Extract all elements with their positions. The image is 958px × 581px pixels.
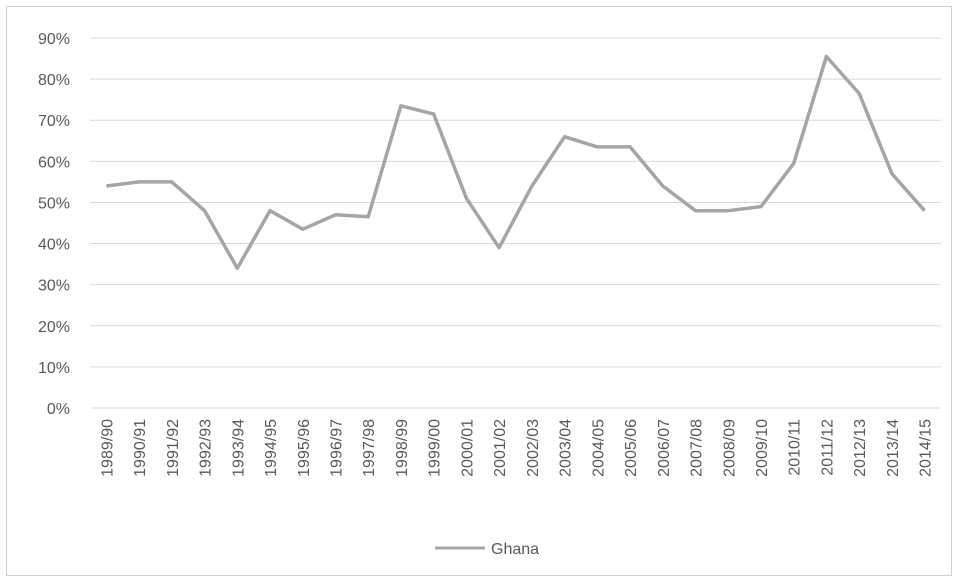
x-tick-label: 2001/02 xyxy=(492,419,509,477)
x-tick-label: 2013/14 xyxy=(885,419,902,477)
x-tick-label: 1997/98 xyxy=(361,419,378,477)
x-axis-tick-labels: 1989/90 1990/91 1991/92 1992/93 1993/94 1994/… xyxy=(99,419,934,477)
y-tick-label: 30% xyxy=(38,278,70,295)
x-tick-label: 2003/04 xyxy=(558,419,575,477)
x-tick-label: 2014/15 xyxy=(918,419,935,477)
x-tick-label: 1990/91 xyxy=(132,419,149,477)
x-tick-label: 2007/08 xyxy=(689,419,706,477)
x-tick-label: 1995/96 xyxy=(296,419,313,477)
x-tick-label: 1992/93 xyxy=(198,419,215,477)
x-tick-label: 1998/99 xyxy=(394,419,411,477)
x-tick-label: 1999/00 xyxy=(427,419,444,477)
chart-frame: 0% 10% 20% 30% 40% 50% 60% 70% 80% 90% 1989/90 199… xyxy=(6,6,952,576)
x-tick-label: 2011/12 xyxy=(819,419,836,476)
series-line-ghana xyxy=(106,54,926,270)
y-tick-label: 90% xyxy=(38,31,70,48)
y-tick-label: 50% xyxy=(38,195,70,212)
line-chart: 0% 10% 20% 30% 40% 50% 60% 70% 80% 90% 1989/90 199… xyxy=(38,31,941,558)
legend-label-ghana: Ghana xyxy=(491,541,539,558)
x-tick-label: 2004/05 xyxy=(590,419,607,477)
y-axis-tick-labels: 0% 10% 20% 30% 40% 50% 60% 70% 80% 90% xyxy=(38,31,70,418)
legend: Ghana xyxy=(435,541,539,558)
x-tick-label: 1996/97 xyxy=(328,419,345,477)
x-tick-label: 1994/95 xyxy=(263,419,280,477)
x-tick-label: 2006/07 xyxy=(656,419,673,477)
x-tick-label: 1989/90 xyxy=(99,419,116,477)
y-tick-label: 40% xyxy=(38,237,70,254)
y-tick-label: 20% xyxy=(38,319,70,336)
y-tick-label: 80% xyxy=(38,72,70,89)
x-tick-label: 2002/03 xyxy=(525,419,542,477)
y-tick-label: 0% xyxy=(47,401,70,418)
y-tick-label: 60% xyxy=(38,154,70,171)
x-tick-label: 1991/92 xyxy=(165,419,182,477)
x-tick-label: 2005/06 xyxy=(623,419,640,477)
gridlines xyxy=(90,37,941,409)
x-tick-label: 2008/09 xyxy=(721,419,738,477)
x-tick-label: 2010/11 xyxy=(787,419,804,476)
y-tick-label: 10% xyxy=(38,360,70,377)
series-lines xyxy=(106,54,926,270)
x-tick-label: 2009/10 xyxy=(754,419,771,477)
x-tick-label: 2012/13 xyxy=(852,419,869,477)
x-tick-label: 1993/94 xyxy=(230,419,247,477)
y-tick-label: 70% xyxy=(38,113,70,130)
x-tick-label: 2000/01 xyxy=(459,419,476,477)
